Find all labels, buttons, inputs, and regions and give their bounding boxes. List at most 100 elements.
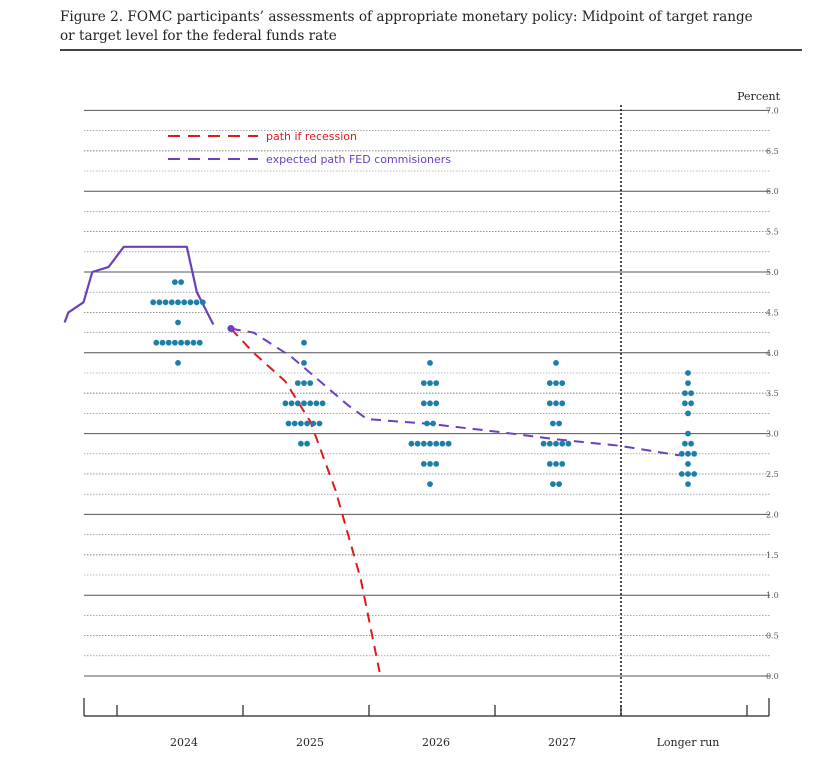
- participant-dot: [553, 440, 559, 447]
- participant-dot: [159, 339, 166, 346]
- participant-dot: [316, 420, 323, 427]
- participant-dot: [175, 299, 181, 306]
- participant-dot: [150, 299, 157, 306]
- participant-dot: [301, 400, 307, 407]
- legend-label: path if recession: [266, 130, 357, 143]
- participant-dot: [301, 360, 307, 366]
- y-tick-label: 0.5: [766, 632, 779, 641]
- x-category-label: 2027: [548, 736, 576, 749]
- participant-dot: [540, 440, 547, 447]
- participant-dot: [682, 440, 688, 447]
- participant-dot: [288, 400, 295, 407]
- participant-dot: [546, 440, 553, 447]
- participant-dot: [313, 400, 320, 407]
- unit-label: Percent: [737, 90, 780, 103]
- participant-dot: [685, 471, 691, 477]
- participant-dot: [559, 400, 566, 407]
- participant-dot: [420, 400, 427, 407]
- recession-path-line: [230, 327, 381, 673]
- historical-path-line: [63, 245, 215, 325]
- participant-dot: [553, 360, 559, 366]
- participant-dot: [430, 420, 436, 427]
- participant-dot: [678, 471, 685, 477]
- participant-dot: [193, 299, 200, 306]
- participant-dot: [550, 420, 556, 427]
- participant-dot: [199, 299, 206, 306]
- participant-dot: [162, 299, 169, 306]
- y-tick-label: 1.0: [766, 591, 779, 600]
- participant-dot: [433, 440, 440, 447]
- participant-dot: [190, 339, 197, 346]
- y-tick-label: 4.0: [766, 349, 779, 358]
- participant-dot: [408, 440, 415, 447]
- x-category-label: Longer run: [657, 736, 720, 749]
- participant-dot: [688, 390, 694, 397]
- y-tick-label: 1.5: [766, 551, 779, 560]
- participant-dot: [178, 279, 185, 285]
- y-tick-label: 5.0: [766, 268, 779, 277]
- legend: path if recession expected path FED commi…: [168, 130, 451, 166]
- participant-dot: [559, 440, 566, 447]
- participant-dot: [682, 400, 688, 407]
- participant-dot: [319, 400, 326, 407]
- participant-dot: [565, 440, 572, 447]
- y-tick-label: 0.0: [766, 672, 779, 681]
- participant-dot: [291, 420, 298, 427]
- grid-lines: [84, 109, 770, 677]
- participant-dot: [553, 461, 559, 467]
- participant-dot: [685, 370, 691, 376]
- participant-dot: [546, 461, 553, 467]
- y-tick-label: 4.5: [766, 308, 779, 317]
- participant-dot: [285, 420, 292, 427]
- y-tick-label: 6.0: [766, 187, 779, 196]
- participant-dot: [172, 279, 178, 285]
- participant-dot: [414, 440, 421, 447]
- participant-dot: [175, 360, 181, 366]
- participant-dot: [420, 380, 427, 386]
- participant-dot: [168, 299, 175, 306]
- y-tick-labels: 0.0 0.5 1.0 1.5 2.0 2.5 3.0 3.5 4.0 4.5 5.0 5.5 6.0 6…: [766, 106, 779, 681]
- participant-dot: [433, 461, 440, 467]
- participant-dot: [282, 400, 289, 407]
- participant-dot: [153, 339, 160, 346]
- participant-dot: [307, 380, 314, 386]
- participant-dot: [165, 339, 172, 346]
- participant-dot: [424, 420, 430, 427]
- participant-dot: [685, 430, 691, 437]
- participant-dot: [559, 461, 566, 467]
- participant-dot: [556, 481, 562, 487]
- caption-divider: [60, 49, 802, 51]
- y-tick-label: 3.5: [766, 389, 779, 398]
- participant-dot: [420, 440, 427, 447]
- x-category-label: 2026: [422, 736, 450, 749]
- participant-dot: [310, 420, 317, 427]
- participant-dot: [691, 450, 698, 457]
- participant-dot: [546, 400, 553, 407]
- participant-dot: [688, 440, 694, 447]
- participant-dots: [150, 279, 698, 487]
- participant-dot: [427, 400, 433, 407]
- participant-dot: [546, 380, 553, 386]
- x-axis: 2024 2025 2026 2027 Longer run: [83, 698, 770, 749]
- participant-dot: [427, 461, 433, 467]
- participant-dot: [445, 440, 452, 447]
- participant-dot: [559, 380, 566, 386]
- participant-dot: [187, 299, 194, 306]
- participant-dot: [685, 450, 691, 457]
- participant-dot: [304, 420, 310, 427]
- participant-dot: [678, 450, 685, 457]
- participant-dot: [294, 400, 301, 407]
- path-junction-marker: [227, 325, 235, 333]
- participant-dot: [685, 481, 691, 487]
- participant-dot: [682, 390, 688, 397]
- participant-dot: [427, 360, 433, 366]
- participant-dot: [439, 440, 446, 447]
- historical-path: [63, 245, 215, 325]
- participant-dot: [298, 420, 304, 427]
- participant-dot: [433, 380, 440, 386]
- participant-dot: [298, 440, 304, 447]
- participant-dot: [294, 380, 301, 386]
- participant-dot: [550, 481, 556, 487]
- y-tick-label: 2.0: [766, 510, 779, 519]
